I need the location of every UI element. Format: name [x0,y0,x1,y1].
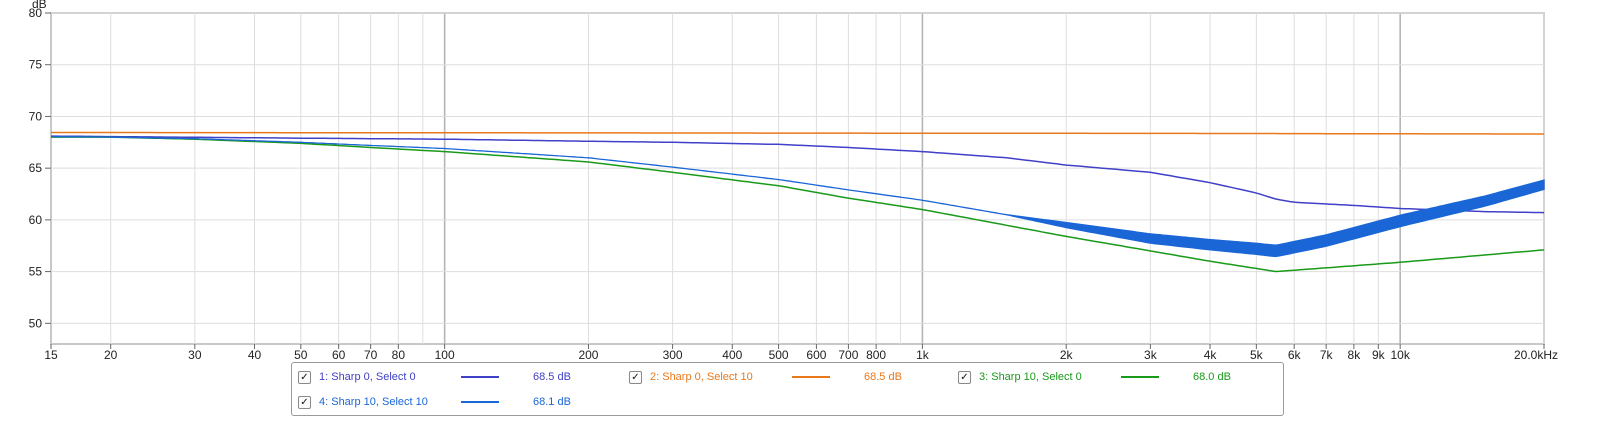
series-3-checkbox[interactable]: ✓ [958,370,971,384]
x-tick-label: 800 [866,348,886,362]
x-tick-label: 200 [578,348,598,362]
legend: ✓ 1: Sharp 0, Select 0 68.5 dB ✓ 2: Shar… [291,362,1284,416]
y-axis-label: dB [32,0,47,11]
x-tick-label: 8k [1348,348,1362,362]
x-axis-ticks: 15 20 30 40 50 60 70 80 100 200 300 400 500 600 700 800… [44,344,1558,362]
series-4-name: 4: Sharp 10, Select 10 [319,396,428,408]
series-2-name: 2: Sharp 0, Select 10 [650,371,753,383]
x-tick-label: 50 [294,348,308,362]
y-tick-label: 80 [29,6,43,20]
series-3-swatch [1121,376,1159,378]
grid-lines [51,12,1545,344]
x-tick-label: 40 [248,348,262,362]
x-tick-label: 4k [1204,348,1218,362]
series-3-line [51,136,1545,273]
series-2-line [51,131,1544,135]
y-axis-ticks: 50 55 60 65 70 75 80 [29,6,51,330]
x-tick-label: 70 [364,348,378,362]
legend-item-1[interactable]: ✓ 1: Sharp 0, Select 0 68.5 dB [298,369,571,385]
y-tick-label: 55 [29,265,43,279]
series-4-value: 68.1 dB [533,396,571,408]
plot-area [50,12,1545,345]
x-tick-label: 15 [44,348,58,362]
x-tick-label: 500 [769,348,789,362]
x-tick-label: 9k [1372,348,1386,362]
x-tick-label: 300 [663,348,683,362]
y-tick-label: 65 [29,161,43,175]
y-tick-label: 70 [29,109,43,123]
series-2-checkbox[interactable]: ✓ [629,370,642,384]
legend-item-4[interactable]: ✓ 4: Sharp 10, Select 10 68.1 dB [298,394,571,410]
y-tick-label: 50 [29,316,43,330]
x-tick-label: 80 [392,348,406,362]
series-1-name: 1: Sharp 0, Select 0 [319,371,416,383]
series-3-value: 68.0 dB [1193,371,1231,383]
x-tick-label: 20 [104,348,118,362]
legend-item-2[interactable]: ✓ 2: Sharp 0, Select 10 68.5 dB [629,369,902,385]
x-tick-label: 30 [188,348,202,362]
x-tick-label: 2k [1060,348,1074,362]
x-tick-label: 600 [806,348,826,362]
x-tick-label: 10k [1390,348,1410,362]
series-lines [51,131,1545,273]
series-4-checkbox[interactable]: ✓ [298,395,311,409]
series-2-value: 68.5 dB [864,371,902,383]
x-tick-label: 5k [1250,348,1264,362]
series-4-line [51,135,1545,258]
legend-item-3[interactable]: ✓ 3: Sharp 10, Select 0 68.0 dB [958,369,1231,385]
series-1-swatch [461,376,499,378]
x-tick-label: 7k [1320,348,1334,362]
series-1-checkbox[interactable]: ✓ [298,370,311,384]
series-4-swatch [461,401,499,403]
y-tick-label: 75 [29,58,43,72]
x-tick-label: 100 [435,348,455,362]
x-tick-label: 60 [332,348,346,362]
x-tick-label: 20.0kHz [1514,348,1558,362]
series-1-line [51,135,1545,214]
series-2-swatch [792,376,830,378]
x-tick-label: 400 [722,348,742,362]
x-tick-label: 3k [1144,348,1158,362]
x-tick-label: 1k [916,348,930,362]
series-3-name: 3: Sharp 10, Select 0 [979,371,1082,383]
series-1-value: 68.5 dB [533,371,571,383]
y-tick-label: 60 [29,213,43,227]
x-tick-label: 700 [838,348,858,362]
x-tick-label: 6k [1288,348,1302,362]
